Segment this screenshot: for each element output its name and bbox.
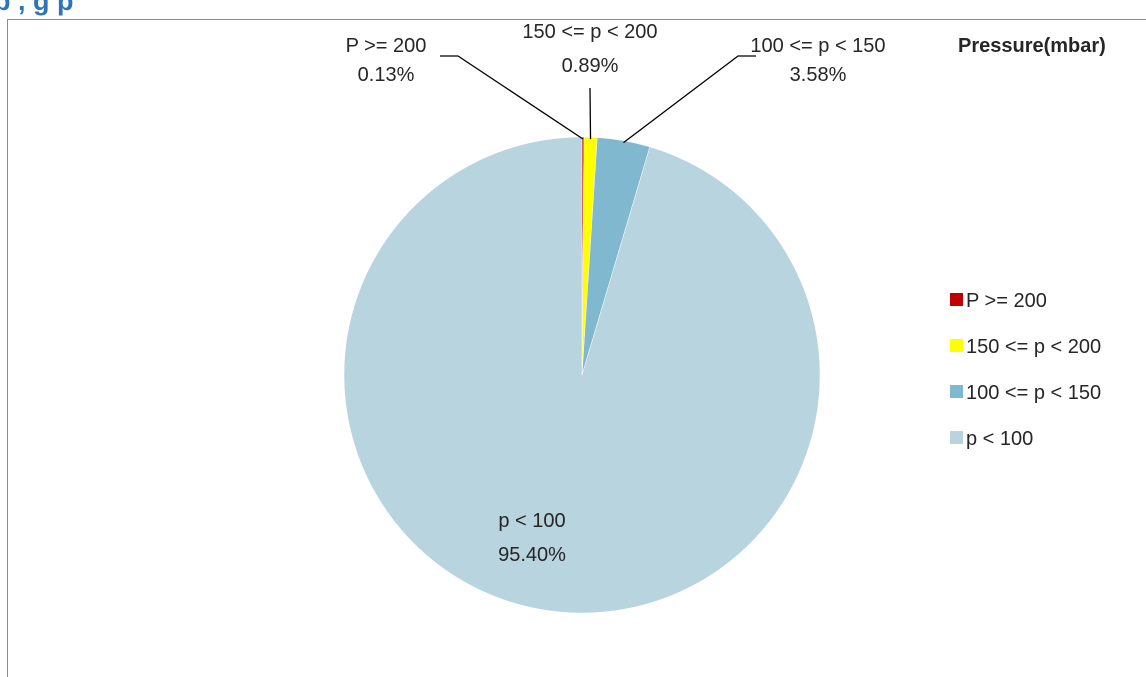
leader-line-100-p-150 <box>623 55 756 144</box>
legend-label-p-200: P >= 200 <box>966 290 1047 312</box>
data-label-value-100-p-150: 3.58% <box>790 64 847 86</box>
legend: P >= 200 150 <= p < 200 100 <= p < 150 p < … <box>950 290 1101 450</box>
legend-label-100-p-150: 100 <= p < 150 <box>966 382 1101 404</box>
data-label-value-p-200: 0.13% <box>358 64 415 86</box>
legend-item-p-200: P >= 200 <box>950 290 1047 312</box>
legend-item-p-100: p < 100 <box>950 428 1033 450</box>
data-label-value-p-100: 95.40% <box>498 544 566 566</box>
legend-title: Pressure(mbar) <box>958 35 1106 57</box>
data-label-value-150-p-200: 0.89% <box>562 55 619 77</box>
legend-swatch-p-100 <box>950 431 963 444</box>
pie-slices <box>343 136 821 614</box>
legend-label-150-p-200: 150 <= p < 200 <box>966 336 1101 358</box>
legend-swatch-150-p-200 <box>950 339 963 352</box>
legend-swatch-100-p-150 <box>950 385 963 398</box>
data-label-name-p-200: P >= 200 <box>346 35 427 57</box>
data-labels: P >= 200 0.13% 150 <= p < 200 0.89% 100 <= p… <box>346 21 886 566</box>
document-heading: p , g p <box>0 0 74 16</box>
label-leader-lines <box>440 55 756 144</box>
legend-swatch-p-200 <box>950 293 963 306</box>
leader-line-p-200 <box>440 55 584 140</box>
legend-item-100-p-150: 100 <= p < 150 <box>950 382 1101 404</box>
leader-line-150-p-200 <box>589 87 592 140</box>
legend-label-p-100: p < 100 <box>966 428 1033 450</box>
pie-slice-p-100 <box>343 136 821 614</box>
data-label-name-100-p-150: 100 <= p < 150 <box>750 35 885 57</box>
data-label-name-150-p-200: 150 <= p < 200 <box>522 21 657 43</box>
legend-item-150-p-200: 150 <= p < 200 <box>950 336 1101 358</box>
data-label-name-p-100: p < 100 <box>498 510 565 532</box>
